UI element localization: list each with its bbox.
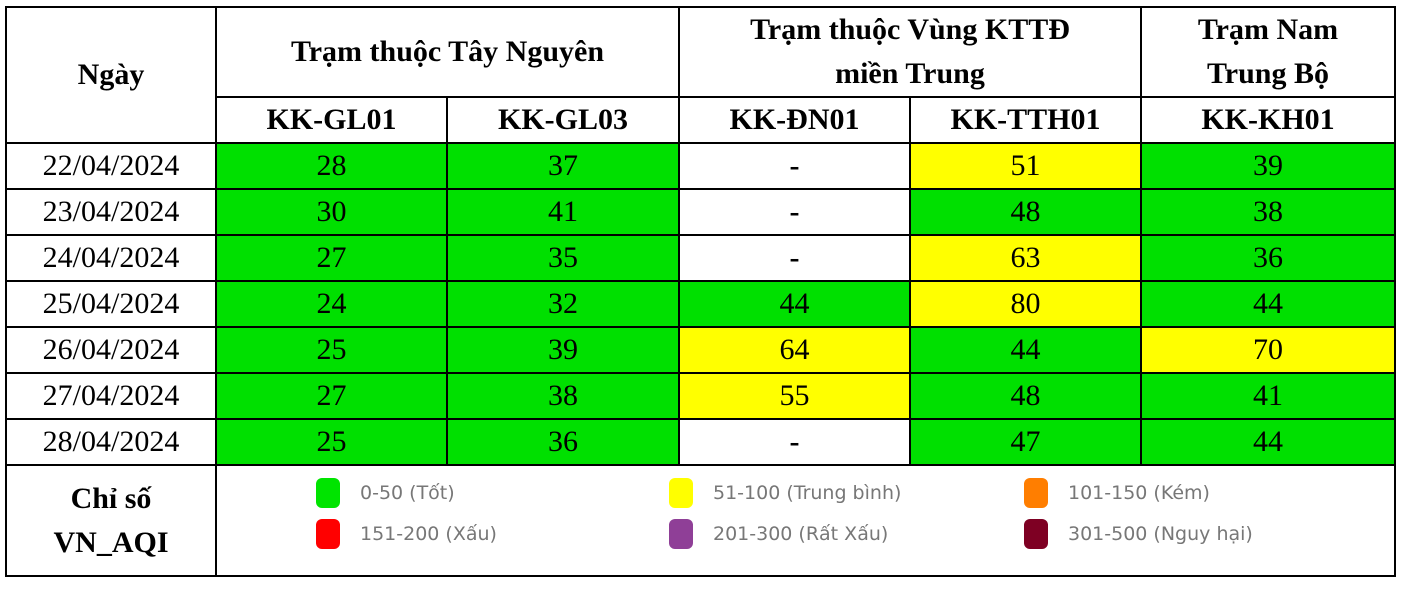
aqi-value-cell: 48 bbox=[909, 372, 1142, 420]
swatch-green-icon bbox=[316, 478, 340, 508]
legend-title-line: Chỉ số bbox=[70, 481, 152, 515]
aqi-value-cell: 64 bbox=[678, 326, 911, 374]
group-header-tay-nguyen: Trạm thuộc Tây Nguyên bbox=[215, 6, 680, 98]
aqi-value-cell: 51 bbox=[909, 142, 1142, 190]
legend-item-very-bad: 201-300 (Rất Xấu) bbox=[669, 519, 888, 549]
legend-item-bad: 151-200 (Xấu) bbox=[316, 519, 497, 549]
table-row: 24/04/2024 27 35 - 63 36 bbox=[5, 234, 1396, 282]
aqi-value-cell: 35 bbox=[446, 234, 680, 282]
aqi-value-cell: - bbox=[678, 142, 911, 190]
aqi-table: Ngày Trạm thuộc Tây Nguyên Trạm thuộc Vù… bbox=[5, 6, 1396, 577]
aqi-value-cell: 37 bbox=[446, 142, 680, 190]
aqi-value-cell: 55 bbox=[678, 372, 911, 420]
aqi-value-cell: 41 bbox=[1140, 372, 1396, 420]
aqi-value-cell: - bbox=[678, 234, 911, 282]
swatch-yellow-icon bbox=[669, 478, 693, 508]
aqi-value-cell: 47 bbox=[909, 418, 1142, 466]
station-header: KK-ĐN01 bbox=[678, 96, 911, 144]
aqi-value-cell: 25 bbox=[215, 418, 448, 466]
aqi-value-cell: 36 bbox=[1140, 234, 1396, 282]
station-header: KK-TTH01 bbox=[909, 96, 1142, 144]
legend-item-label: 151-200 (Xấu) bbox=[360, 523, 497, 545]
station-header: KK-GL03 bbox=[446, 96, 680, 144]
station-header: KK-KH01 bbox=[1140, 96, 1396, 144]
table-row: 25/04/2024 24 32 44 80 44 bbox=[5, 280, 1396, 328]
aqi-value-cell: 38 bbox=[446, 372, 680, 420]
table-row: 27/04/2024 27 38 55 48 41 bbox=[5, 372, 1396, 420]
legend-item-label: 201-300 (Rất Xấu) bbox=[713, 523, 889, 545]
legend-row: Chỉ số VN_AQI 0-50 (Tốt) 51-100 (Trung b… bbox=[5, 464, 1396, 577]
aqi-value-cell: 36 bbox=[446, 418, 680, 466]
legend-item-label: 51-100 (Trung bình) bbox=[713, 482, 902, 504]
aqi-value-cell: 80 bbox=[909, 280, 1142, 328]
table-row: 26/04/2024 25 39 64 44 70 bbox=[5, 326, 1396, 374]
group-header-nam-trung-bo: Trạm Nam Trung Bộ bbox=[1140, 6, 1396, 98]
legend-item-label: 101-150 (Kém) bbox=[1068, 482, 1210, 504]
date-column-header: Ngày bbox=[5, 6, 217, 144]
date-cell: 22/04/2024 bbox=[5, 142, 217, 190]
legend-item-hazardous: 301-500 (Nguy hại) bbox=[1024, 519, 1253, 549]
aqi-value-cell: 48 bbox=[909, 188, 1142, 236]
aqi-value-cell: 44 bbox=[678, 280, 911, 328]
group-header-line: Trạm Nam bbox=[1197, 13, 1339, 46]
aqi-value-cell: 70 bbox=[1140, 326, 1396, 374]
aqi-value-cell: 27 bbox=[215, 372, 448, 420]
aqi-value-cell: 25 bbox=[215, 326, 448, 374]
legend-cell: 0-50 (Tốt) 51-100 (Trung bình) 101-150 (… bbox=[215, 464, 1396, 577]
table-row: 22/04/2024 28 37 - 51 39 bbox=[5, 142, 1396, 190]
group-header-line: Trạm thuộc Vùng KTTĐ bbox=[750, 13, 1070, 46]
aqi-value-cell: - bbox=[678, 418, 911, 466]
station-header: KK-GL01 bbox=[215, 96, 448, 144]
aqi-value-cell: 32 bbox=[446, 280, 680, 328]
table-row: 28/04/2024 25 36 - 47 44 bbox=[5, 418, 1396, 466]
legend-item-good: 0-50 (Tốt) bbox=[316, 478, 455, 508]
aqi-value-cell: 27 bbox=[215, 234, 448, 282]
date-cell: 25/04/2024 bbox=[5, 280, 217, 328]
date-cell: 24/04/2024 bbox=[5, 234, 217, 282]
aqi-value-cell: 24 bbox=[215, 280, 448, 328]
swatch-red-icon bbox=[316, 519, 340, 549]
legend-item-poor: 101-150 (Kém) bbox=[1024, 478, 1210, 508]
swatch-maroon-icon bbox=[1024, 519, 1048, 549]
aqi-value-cell: 44 bbox=[1140, 280, 1396, 328]
table-row: 23/04/2024 30 41 - 48 38 bbox=[5, 188, 1396, 236]
group-header-line: miền Trung bbox=[835, 57, 985, 90]
aqi-value-cell: 44 bbox=[909, 326, 1142, 374]
swatch-orange-icon bbox=[1024, 478, 1048, 508]
aqi-value-cell: 38 bbox=[1140, 188, 1396, 236]
aqi-legend: 0-50 (Tốt) 51-100 (Trung bình) 101-150 (… bbox=[217, 466, 1394, 575]
aqi-value-cell: 39 bbox=[1140, 142, 1396, 190]
aqi-value-cell: 28 bbox=[215, 142, 448, 190]
date-cell: 26/04/2024 bbox=[5, 326, 217, 374]
date-cell: 23/04/2024 bbox=[5, 188, 217, 236]
swatch-purple-icon bbox=[669, 519, 693, 549]
aqi-value-cell: 44 bbox=[1140, 418, 1396, 466]
aqi-value-cell: - bbox=[678, 188, 911, 236]
legend-item-label: 0-50 (Tốt) bbox=[360, 482, 455, 504]
group-header-line: Trung Bộ bbox=[1207, 57, 1329, 90]
legend-title: Chỉ số VN_AQI bbox=[5, 464, 217, 577]
legend-item-moderate: 51-100 (Trung bình) bbox=[669, 478, 901, 508]
legend-title-line: VN_AQI bbox=[53, 525, 169, 559]
aqi-value-cell: 39 bbox=[446, 326, 680, 374]
group-header-kttd-mien-trung: Trạm thuộc Vùng KTTĐ miền Trung bbox=[678, 6, 1142, 98]
aqi-value-cell: 41 bbox=[446, 188, 680, 236]
date-cell: 27/04/2024 bbox=[5, 372, 217, 420]
legend-item-label: 301-500 (Nguy hại) bbox=[1068, 523, 1253, 545]
aqi-value-cell: 30 bbox=[215, 188, 448, 236]
aqi-value-cell: 63 bbox=[909, 234, 1142, 282]
date-cell: 28/04/2024 bbox=[5, 418, 217, 466]
